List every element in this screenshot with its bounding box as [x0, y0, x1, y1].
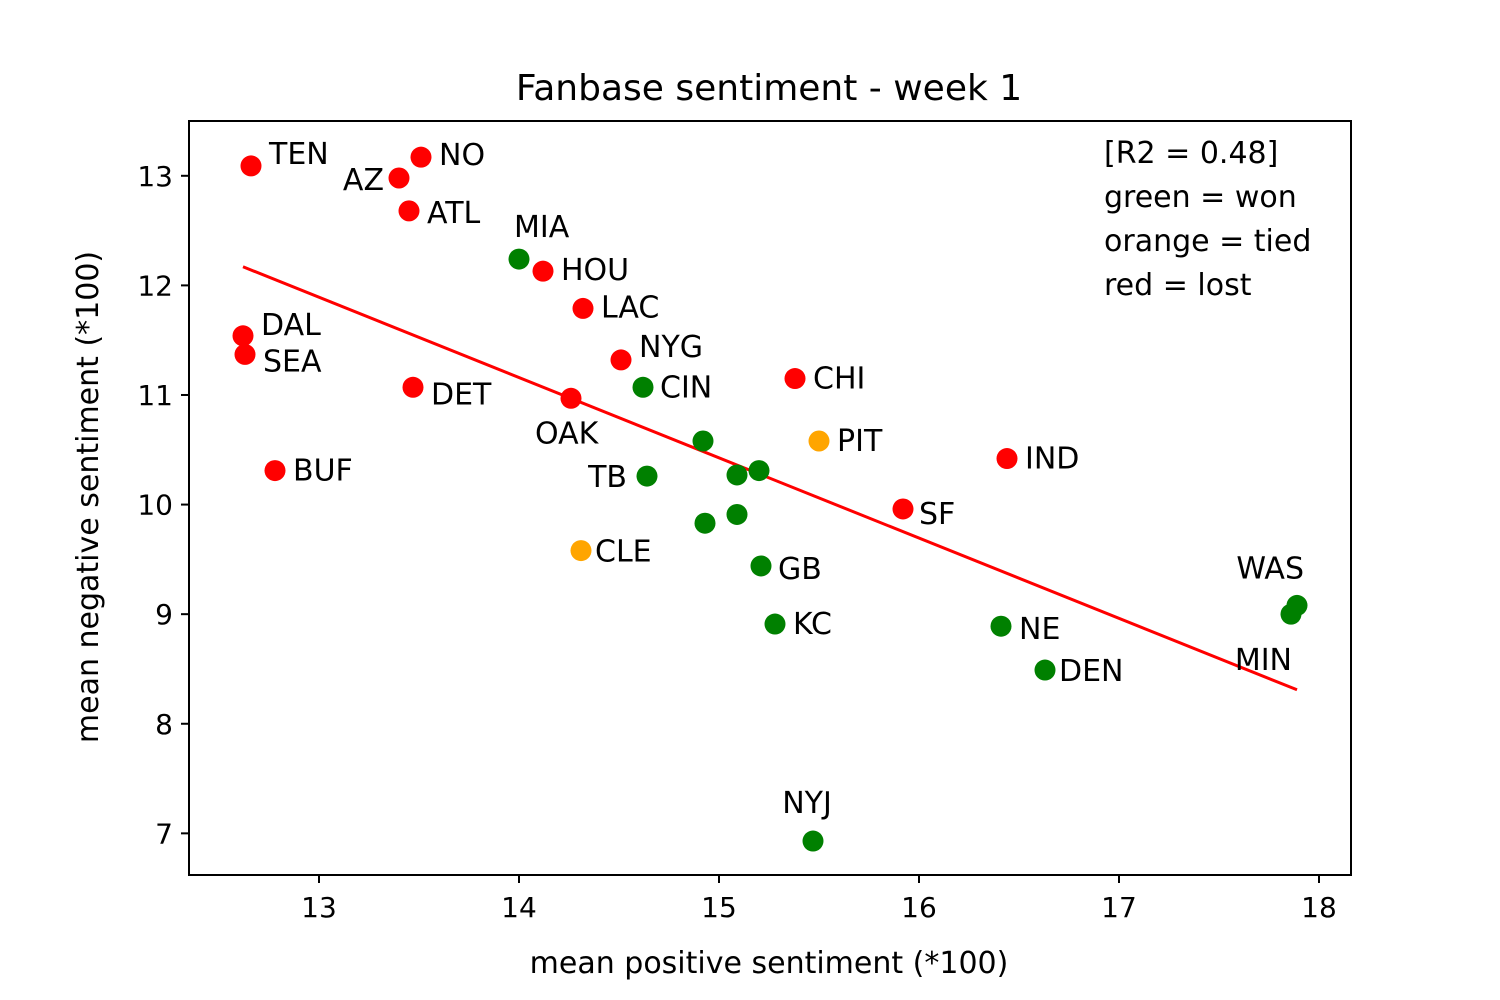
data-point [572, 297, 594, 319]
axes: 13 14 15 16 17 18 7 8 9 10 11 12 13 [137, 120, 1352, 924]
chart-title: Fanbase sentiment - week 1 [516, 68, 1022, 109]
data-point [692, 430, 714, 452]
annotation-line: orange = tied [1104, 224, 1311, 259]
data-point [234, 343, 256, 365]
data-point [1034, 659, 1056, 681]
data-point [892, 498, 914, 520]
data-point [240, 155, 262, 177]
data-point [748, 460, 770, 482]
point-label: DET [431, 377, 492, 412]
regression-line [242, 265, 1298, 692]
point-label: ATL [427, 196, 481, 231]
x-axis-label: mean positive sentiment (*100) [530, 946, 1009, 981]
point-label: WAS [1236, 551, 1304, 586]
annotation-box: [R2 = 0.48] green = won orange = tied red =… [1104, 136, 1311, 303]
point-label: HOU [561, 253, 629, 288]
point-label: CLE [595, 535, 652, 570]
point-label: DAL [261, 308, 321, 343]
point-label: IND [1025, 442, 1079, 477]
point-label: DEN [1059, 654, 1124, 689]
data-point [508, 248, 530, 270]
y-tick-label: 8 [155, 708, 173, 741]
data-point [694, 512, 716, 534]
x-tick-label: 18 [1301, 891, 1337, 924]
data-point [560, 387, 582, 409]
x-tick-label: 13 [301, 891, 337, 924]
point-label: TEN [268, 137, 329, 172]
point-label: KC [793, 607, 832, 642]
point-label: OAK [535, 416, 600, 451]
data-point [610, 349, 632, 371]
regression-line-group [242, 265, 1298, 692]
data-point [232, 325, 254, 347]
data-point [726, 503, 748, 525]
point-label: SF [919, 497, 955, 532]
y-tick-label: 13 [137, 160, 173, 193]
annotation-line: red = lost [1104, 268, 1252, 303]
y-tick-label: 10 [137, 489, 173, 522]
data-point [570, 540, 592, 562]
x-tick-label: 15 [701, 891, 737, 924]
point-label: GB [778, 552, 822, 587]
data-point [726, 464, 748, 486]
data-point [632, 376, 654, 398]
point-label: NYG [639, 330, 703, 365]
data-point [750, 555, 772, 577]
data-point [264, 460, 286, 482]
annotation-line: [R2 = 0.48] [1104, 136, 1278, 171]
data-point [532, 260, 554, 282]
data-point [996, 448, 1018, 470]
data-point [1280, 603, 1302, 625]
data-point [388, 167, 410, 189]
y-tick-label: 12 [137, 269, 173, 302]
point-label: BUF [293, 454, 353, 489]
x-tick-label: 17 [1101, 891, 1137, 924]
y-tick-label: 9 [155, 598, 173, 631]
y-axis-label: mean negative sentiment (*100) [71, 251, 106, 743]
plot-area [189, 121, 1351, 875]
point-label: CHI [813, 362, 865, 397]
point-label: CIN [660, 370, 712, 405]
data-point [802, 830, 824, 852]
x-tick-label: 14 [501, 891, 537, 924]
point-label: MIA [514, 210, 570, 245]
data-point [784, 368, 806, 390]
data-points [232, 146, 1308, 852]
point-label: TB [587, 460, 627, 495]
point-label: SEA [263, 344, 322, 379]
annotation-line: green = won [1104, 180, 1297, 215]
data-point [398, 200, 420, 222]
data-point [808, 430, 830, 452]
point-label: NYJ [782, 786, 832, 821]
data-point [764, 613, 786, 635]
y-tick-label: 7 [155, 817, 173, 850]
data-point [990, 615, 1012, 637]
point-label: PIT [837, 424, 883, 459]
x-tick-label: 16 [901, 891, 937, 924]
plot-background [189, 121, 1351, 875]
point-label: AZ [343, 163, 384, 198]
point-label: NE [1019, 612, 1060, 647]
point-label: LAC [601, 290, 659, 325]
data-point [402, 376, 424, 398]
data-point [410, 146, 432, 168]
data-point [636, 465, 658, 487]
point-label: MIN [1235, 643, 1292, 678]
point-label: NO [439, 138, 485, 173]
plot-frame [188, 120, 1352, 876]
y-tick-label: 11 [137, 379, 173, 412]
